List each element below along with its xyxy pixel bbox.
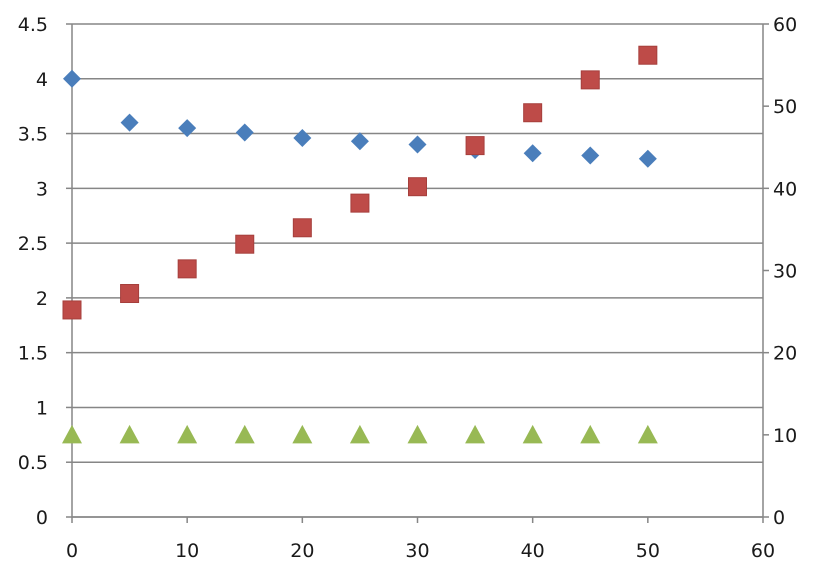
axes: [66, 23, 769, 523]
y-tick-label: 1: [36, 397, 48, 419]
series-1-diamond-point: [293, 128, 312, 147]
y-tick-label: 3: [36, 178, 48, 200]
series-3-triangle-point: [465, 424, 486, 444]
gridlines: [72, 23, 763, 518]
y-tick-label: 3.5: [18, 124, 48, 146]
y-tick-label: 4: [36, 69, 48, 91]
series-2-square-point: [580, 70, 600, 90]
series-2-square-point: [523, 103, 543, 123]
tick-labels: 0 0.5 1 1.5 2 2.5 3 3.5 4 4.5 0 10 20 30 40 50 60 0 10 20 30…: [18, 14, 797, 562]
series-3-triangle-point: [580, 424, 601, 444]
y-tick-label: 4.5: [18, 14, 48, 36]
y-tick-label: 0: [36, 507, 48, 529]
series-1-diamond-point: [178, 119, 197, 138]
series-1-diamond-point: [408, 135, 427, 154]
series-2-square-point: [292, 218, 312, 238]
x-tick-label: 50: [636, 540, 660, 562]
x-tick-label: 0: [66, 540, 78, 562]
y-tick-label: 2.5: [18, 233, 48, 255]
series-3-triangle-point: [177, 424, 198, 444]
series-3-triangle-point: [62, 424, 82, 444]
series-2-square-point: [350, 193, 370, 213]
y2-tick-label: 50: [773, 96, 797, 118]
series-3-triangle-point: [522, 424, 543, 444]
y2-tick-label: 30: [773, 261, 797, 283]
series-1-diamond-point: [523, 144, 542, 163]
series-1-diamond-point: [235, 123, 254, 142]
series-3-triangle-point: [234, 424, 255, 444]
series-2-square-point: [177, 259, 197, 279]
series-1-diamond-point: [350, 132, 369, 151]
series-2-square-point: [408, 177, 427, 197]
y2-tick-label: 0: [773, 507, 785, 529]
series-3-triangle-point: [407, 424, 428, 444]
series-2-square-point: [638, 45, 658, 65]
series-1-diamond-point: [581, 146, 600, 165]
series-1-diamond-point: [120, 113, 139, 132]
y-tick-label: 0.5: [18, 452, 48, 474]
series-2-square-point: [120, 284, 140, 304]
y2-tick-label: 20: [773, 343, 797, 365]
x-tick-label: 30: [405, 540, 429, 562]
series-1-diamond-point: [638, 149, 657, 168]
series-2-square-point: [235, 234, 255, 254]
y2-tick-label: 40: [773, 178, 797, 200]
series-3-triangle-point: [349, 424, 370, 444]
series-2-square-point: [465, 136, 485, 156]
x-tick-label: 10: [175, 540, 199, 562]
x-tick-label: 40: [521, 540, 545, 562]
series-3-triangle-point: [119, 424, 140, 444]
series-1-diamond-point: [63, 69, 81, 88]
x-tick-label: 20: [290, 540, 314, 562]
y2-tick-label: 60: [773, 14, 797, 36]
series-2-square-point: [62, 300, 82, 320]
data-points: [62, 45, 658, 444]
y-tick-label: 2: [36, 288, 48, 310]
x-tick-label: 60: [751, 540, 775, 562]
y2-tick-label: 10: [773, 425, 797, 447]
series-3-triangle-point: [292, 424, 313, 444]
series-3-triangle-point: [637, 424, 658, 444]
y-tick-label: 1.5: [18, 343, 48, 365]
